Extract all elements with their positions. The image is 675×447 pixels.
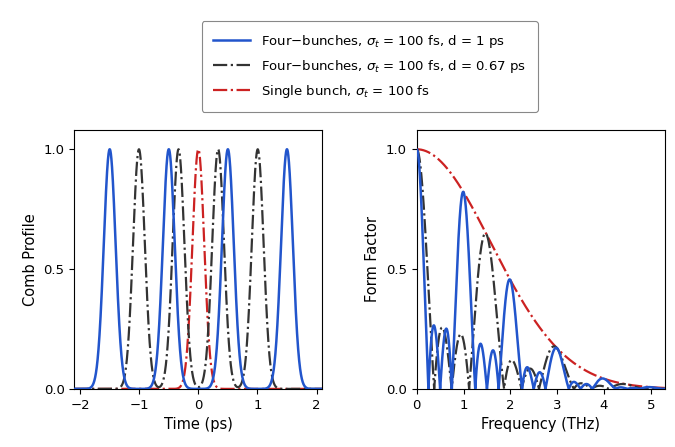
Legend: Four$-$bunches, $\sigma_t$ = 100 fs, d = 1 ps, Four$-$bunches, $\sigma_t$ = 100 : Four$-$bunches, $\sigma_t$ = 100 fs, d =… (202, 21, 537, 112)
Y-axis label: Form Factor: Form Factor (365, 216, 381, 303)
X-axis label: Time (ps): Time (ps) (164, 417, 233, 432)
X-axis label: Frequency (THz): Frequency (THz) (481, 417, 600, 432)
Y-axis label: Comb Profile: Comb Profile (23, 213, 38, 306)
